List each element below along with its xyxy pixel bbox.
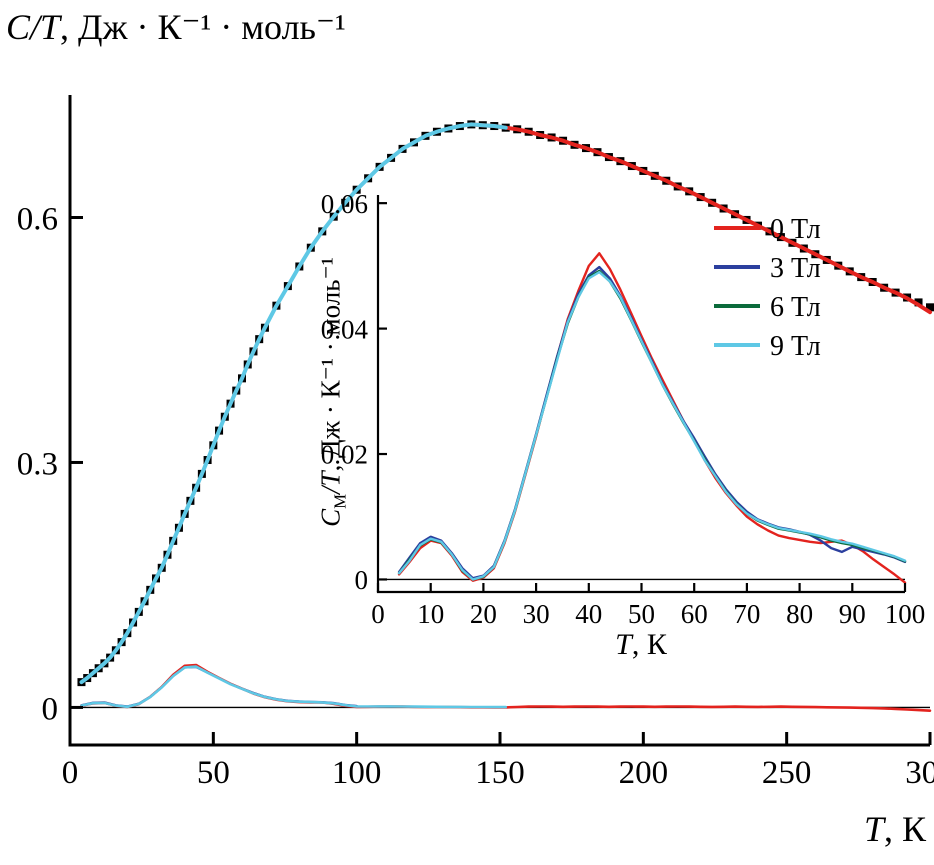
inset-series-CmT-6T: [397, 269, 907, 581]
inset-x-tick-label: 70: [733, 599, 760, 629]
inset-x-tick-label: 80: [786, 599, 813, 629]
legend: 0 Тл 3 Тл 6 Тл 9 Тл: [714, 214, 821, 362]
inset-y-axis-title: CМ/T, Дж · К⁻¹ · моль⁻¹: [315, 257, 350, 527]
inset-series-CmT-3T: [397, 265, 907, 580]
main-x-tick-label: 300: [905, 755, 934, 791]
main-x-tick-label: 100: [332, 755, 382, 791]
main-y-tick-label: 0: [42, 691, 59, 727]
inset-y-tick-label: 0: [355, 565, 369, 595]
main-series-magnetic-contribution-3T: [80, 665, 359, 708]
main-plot: 05010015020025030000.30.6: [17, 95, 934, 791]
main-series-magnetic-contribution-9T: [80, 665, 508, 709]
inset-series-CmT-9T: [397, 270, 907, 581]
legend-label-2: 6 Тл: [770, 292, 821, 323]
legend-label-1: 3 Тл: [770, 253, 821, 284]
main-y-axis-title: C/T, Дж · К⁻¹ · моль⁻¹: [6, 6, 346, 48]
inset-series-CmT-0T: [397, 252, 907, 584]
legend-label-0: 0 Тл: [770, 214, 821, 245]
main-x-tick-label: 250: [762, 755, 812, 791]
inset-y-tick-label: 0.06: [321, 189, 368, 219]
main-x-axis-units: , К: [883, 809, 926, 849]
main-x-axis-variable: T: [863, 809, 884, 849]
legend-label-3: 9 Тл: [770, 331, 821, 362]
inset-x-tick-label: 30: [523, 599, 550, 629]
main-y-axis-units: , Дж · К⁻¹ · моль⁻¹: [60, 7, 346, 47]
inset-x-tick-label: 40: [575, 599, 602, 629]
main-x-tick-label: 50: [197, 755, 230, 791]
main-x-axis-title: T, К: [864, 808, 926, 850]
inset-x-tick-label: 20: [470, 599, 497, 629]
main-series-fit-low-T-9T: [79, 122, 508, 685]
inset-y-axis-variable-rest: /T: [315, 471, 346, 494]
inset-y-axis-units: , Дж · К⁻¹ · моль⁻¹: [315, 257, 346, 472]
inset-x-tick-label: 0: [371, 599, 385, 629]
main-x-tick-label: 150: [475, 755, 525, 791]
main-x-tick-label: 0: [62, 755, 79, 791]
inset-x-axis-units: , К: [631, 628, 667, 661]
inset-y-tick-label: 0.02: [321, 440, 368, 470]
inset-x-tick-label: 50: [628, 599, 655, 629]
main-y-axis-variable: C/T: [6, 7, 61, 47]
inset-x-tick-label: 90: [839, 599, 866, 629]
inset-y-tick-label: 0.04: [321, 314, 369, 344]
inset-x-axis-title: T, К: [615, 628, 667, 662]
inset-plot: 0 10 20 30 40 50 60 70 80 90 100 0 0.02 0.04 0.06: [321, 189, 926, 629]
inset-x-tick-label: 100: [885, 599, 926, 629]
inset-x-tick-label: 10: [417, 599, 444, 629]
inset-x-tick-label: 60: [681, 599, 708, 629]
main-y-tick-label: 0.6: [17, 201, 58, 237]
inset-y-axis-variable: C: [315, 508, 346, 527]
main-y-tick-label: 0.3: [17, 446, 58, 482]
inset-x-axis-variable: T: [615, 628, 632, 661]
main-series-fit-high-T-0T: [469, 122, 932, 315]
main-x-tick-label: 200: [619, 755, 669, 791]
inset-y-axis-subscript: М: [330, 493, 350, 509]
